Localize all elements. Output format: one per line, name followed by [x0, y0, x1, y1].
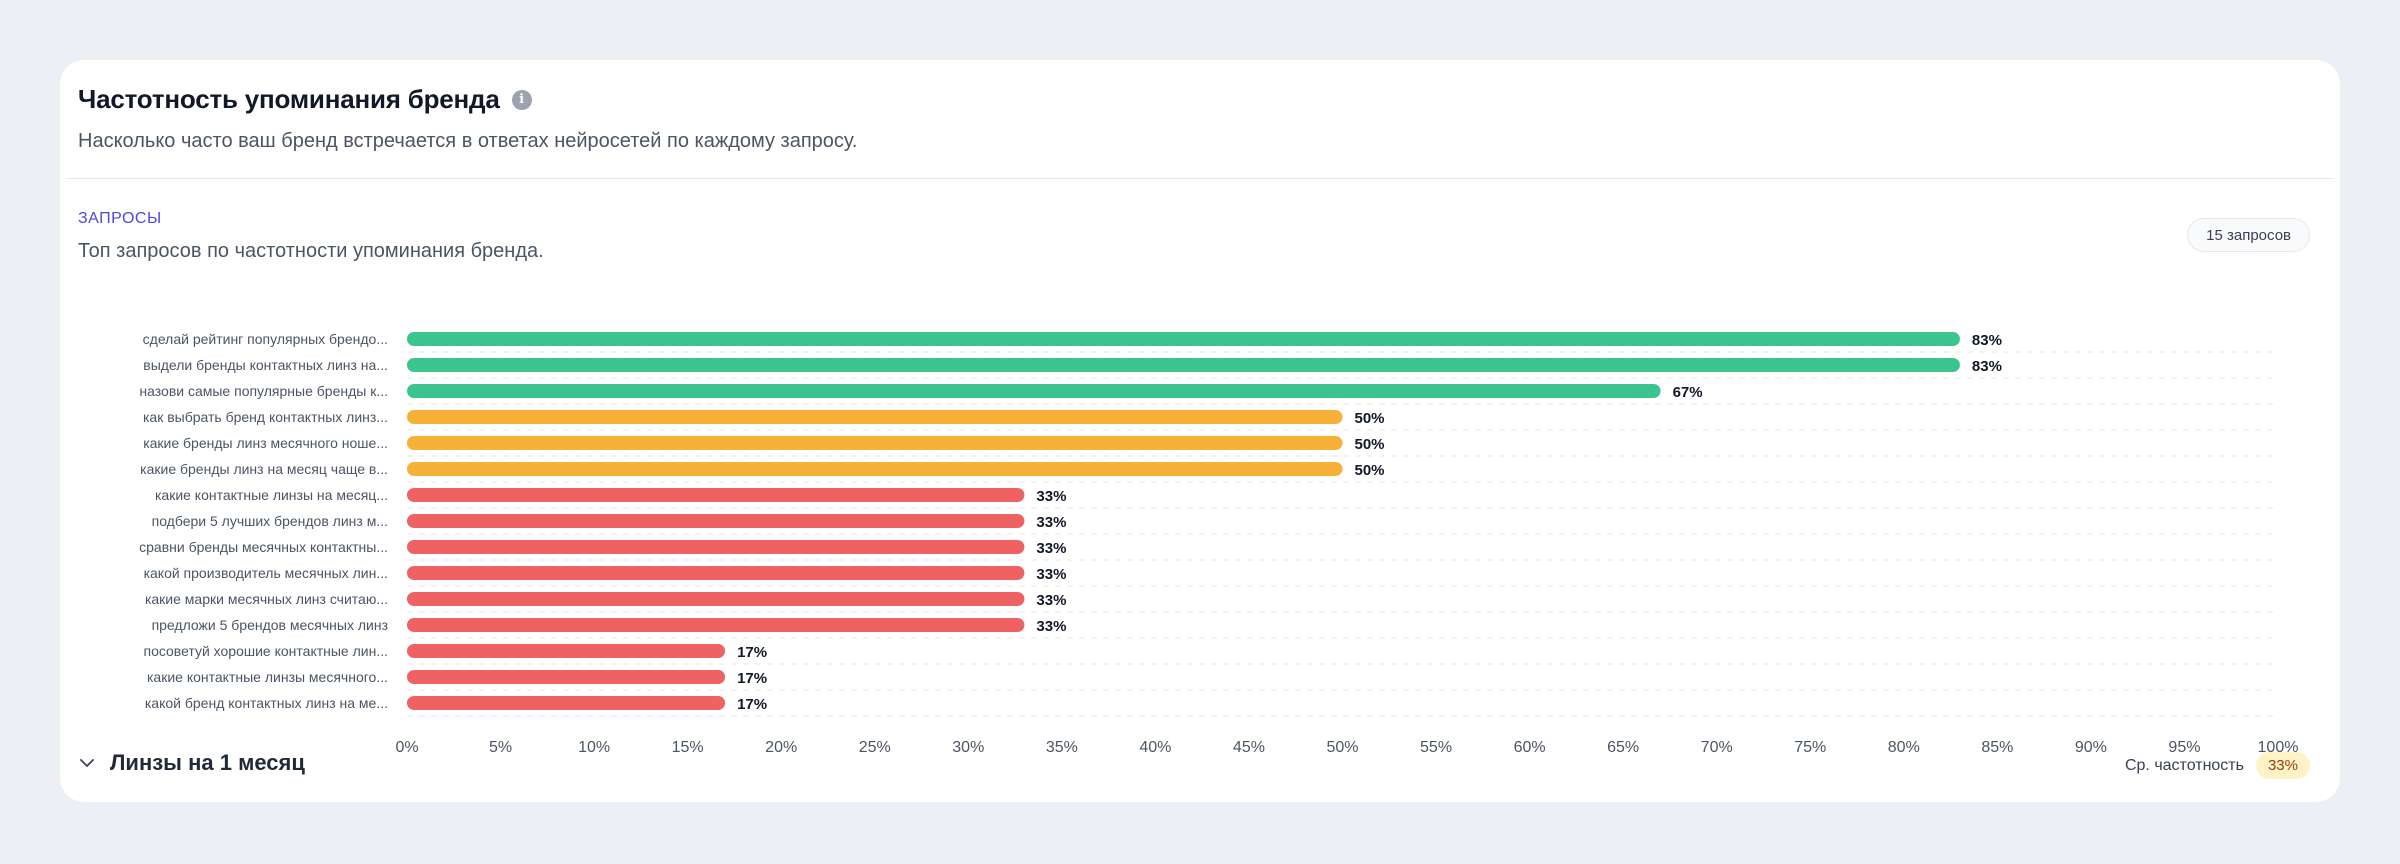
- value-label: 33%: [1036, 618, 1066, 635]
- category-label: какие бренды линз на месяц чаще в...: [140, 461, 388, 477]
- section-description: Топ запросов по частотности упоминания б…: [78, 240, 544, 262]
- x-tick-label: 20%: [765, 739, 797, 756]
- category-label: назови самые популярные бренды к...: [139, 383, 388, 399]
- bar: [407, 462, 1343, 476]
- bar: [407, 670, 726, 684]
- x-tick-label: 65%: [1607, 739, 1639, 756]
- x-tick-label: 60%: [1514, 739, 1546, 756]
- category-label: какие контактные линзы на месяц...: [155, 487, 388, 503]
- x-tick-label: 15%: [672, 739, 704, 756]
- bar: [407, 410, 1343, 424]
- x-tick-label: 75%: [1794, 739, 1826, 756]
- x-tick-label: 80%: [1888, 739, 1920, 756]
- bar: [407, 696, 726, 710]
- group-title: Линзы на 1 месяц: [110, 750, 305, 775]
- bar: [407, 488, 1025, 502]
- value-label: 33%: [1036, 566, 1066, 583]
- value-label: 17%: [737, 644, 767, 661]
- value-label: 17%: [737, 670, 767, 687]
- x-tick-label: 5%: [489, 739, 512, 756]
- category-label: как выбрать бренд контактных линз...: [143, 409, 388, 425]
- category-label: предложи 5 брендов месячных линз: [152, 617, 388, 633]
- value-label: 83%: [1972, 332, 2002, 349]
- x-tick-label: 50%: [1326, 739, 1358, 756]
- value-label: 33%: [1036, 514, 1066, 531]
- bar: [407, 540, 1025, 554]
- value-label: 83%: [1972, 358, 2002, 375]
- page-subtitle: Насколько часто ваш бренд встречается в …: [78, 130, 858, 152]
- category-label: какой производитель месячных лин...: [144, 565, 388, 581]
- x-tick-label: 0%: [395, 739, 418, 756]
- query-count-badge: 15 запросов: [2187, 218, 2310, 252]
- bar: [407, 436, 1343, 450]
- value-label: 33%: [1036, 592, 1066, 609]
- x-tick-label: 30%: [952, 739, 984, 756]
- category-label: посоветуй хорошие контактные лин...: [143, 643, 388, 659]
- x-tick-label: 100%: [2258, 739, 2299, 756]
- x-tick-label: 70%: [1701, 739, 1733, 756]
- bar-chart: сделай рейтинг популярных брендо... 83% вы…: [139, 331, 2299, 756]
- bar: [407, 514, 1025, 528]
- value-label: 50%: [1355, 410, 1385, 427]
- frequency-card: Частотность упоминания бренда i Наскольк…: [60, 60, 2340, 802]
- bar: [407, 566, 1025, 580]
- value-label: 33%: [1036, 488, 1066, 505]
- bar: [407, 644, 726, 658]
- bar: [407, 332, 1960, 346]
- group-toggle[interactable]: Линзы на 1 месяц: [76, 750, 305, 776]
- x-tick-label: 90%: [2075, 739, 2107, 756]
- header-row: Частотность упоминания бренда i: [78, 84, 532, 115]
- bar: [407, 592, 1025, 606]
- chevron-down-icon: [76, 752, 98, 774]
- bar: [407, 618, 1025, 632]
- bar: [407, 384, 1661, 398]
- info-icon[interactable]: i: [511, 89, 532, 110]
- x-tick-label: 45%: [1233, 739, 1265, 756]
- value-label: 67%: [1673, 384, 1703, 401]
- section-tag: ЗАПРОСЫ: [78, 210, 162, 227]
- x-tick-label: 40%: [1139, 739, 1171, 756]
- value-label: 33%: [1036, 540, 1066, 557]
- category-label: какие бренды линз месячного ноше...: [143, 435, 388, 451]
- category-label: какие контактные линзы месячного...: [147, 669, 388, 685]
- x-tick-label: 55%: [1420, 739, 1452, 756]
- category-label: выдели бренды контактных линз на...: [143, 357, 388, 373]
- x-tick-label: 25%: [859, 739, 891, 756]
- category-label: подбери 5 лучших брендов линз м...: [152, 513, 388, 529]
- average-frequency: Ср. частотность 33%: [2125, 752, 2310, 779]
- category-label: какие марки месячных линз считаю...: [145, 591, 388, 607]
- x-tick-label: 35%: [1046, 739, 1078, 756]
- category-label: сделай рейтинг популярных брендо...: [143, 331, 388, 347]
- x-tick-label: 10%: [578, 739, 610, 756]
- value-label: 50%: [1355, 436, 1385, 453]
- average-badge: 33%: [2255, 752, 2310, 779]
- average-label: Ср. частотность: [2124, 756, 2244, 774]
- value-label: 17%: [737, 696, 767, 713]
- bar: [407, 358, 1960, 372]
- value-label: 50%: [1355, 462, 1385, 479]
- page-title: Частотность упоминания бренда: [78, 84, 500, 114]
- category-label: какой бренд контактных линз на ме...: [145, 695, 388, 711]
- x-tick-label: 85%: [1981, 739, 2013, 756]
- category-label: сравни бренды месячных контактны...: [139, 539, 388, 555]
- x-tick-label: 95%: [2168, 739, 2200, 756]
- divider: [66, 178, 2334, 179]
